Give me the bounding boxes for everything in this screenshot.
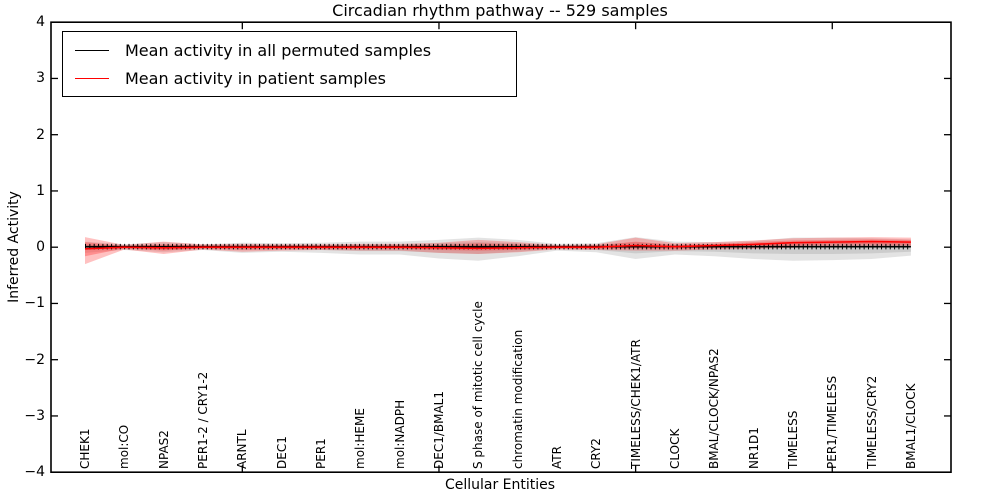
legend-line-swatch-red <box>75 77 109 79</box>
y-axis-title: Inferred Activity <box>6 191 22 303</box>
y-tick-label: −1 <box>24 295 45 312</box>
entity-label: mol:HEME <box>353 407 368 469</box>
entity-label: PER1 <box>313 437 328 469</box>
x-axis-title: Cellular Entities <box>444 477 556 493</box>
legend-item-permuted: Mean activity in all permuted samples <box>75 41 504 60</box>
entity-label: BMAL1/CLOCK <box>903 383 918 469</box>
entity-label: CHEK1 <box>78 428 92 469</box>
legend-item-patient: Mean activity in patient samples <box>75 69 504 88</box>
legend-label: Mean activity in patient samples <box>125 68 386 88</box>
y-tick-label: −2 <box>24 351 45 368</box>
entity-label: ATR <box>549 445 564 469</box>
y-tick-label: 1 <box>36 182 45 199</box>
entity-label: TIMELESS/CHEK1/ATR <box>628 338 643 469</box>
legend-line-swatch-black <box>75 49 109 51</box>
entity-label: PER1-2 / CRY1-2 <box>195 371 210 469</box>
y-tick-label: 3 <box>36 70 45 87</box>
entity-label: BMAL/CLOCK/NPAS2 <box>707 347 722 469</box>
y-tick-label: 0 <box>36 239 45 256</box>
entity-label: S phase of mitotic cell cycle <box>471 300 486 469</box>
entity-label: NR1D1 <box>746 426 761 469</box>
legend: Mean activity in all permuted samples Me… <box>62 31 517 97</box>
entity-label: TIMELESS/CRY2 <box>864 375 879 469</box>
entity-label: TIMELESS <box>785 410 800 469</box>
entity-label: ARNTL <box>235 428 250 469</box>
entity-label: DEC1 <box>274 435 289 469</box>
entity-label: CRY2 <box>589 437 604 469</box>
entity-label: DEC1/BMAL1 <box>431 390 446 469</box>
permuted-range-outer-band <box>85 237 911 261</box>
patient-mean-line <box>84 240 911 250</box>
entity-label: chromatin modification <box>510 329 525 469</box>
entity-label: PER1/TIMELESS <box>825 375 840 469</box>
y-tick-label: 2 <box>36 126 45 143</box>
y-tick-label: −4 <box>24 464 45 481</box>
entity-label: CLOCK <box>667 428 682 469</box>
entity-label: mol:NADPH <box>392 399 407 469</box>
legend-label: Mean activity in all permuted samples <box>125 40 432 60</box>
entity-label: NPAS2 <box>156 429 171 469</box>
chart-title: Circadian rhythm pathway -- 529 samples <box>332 1 668 20</box>
entity-label: mol:CO <box>117 424 132 469</box>
y-tick-label: 4 <box>36 14 45 31</box>
y-tick-label: −3 <box>24 407 45 424</box>
patient-range-outer-band <box>85 237 911 265</box>
